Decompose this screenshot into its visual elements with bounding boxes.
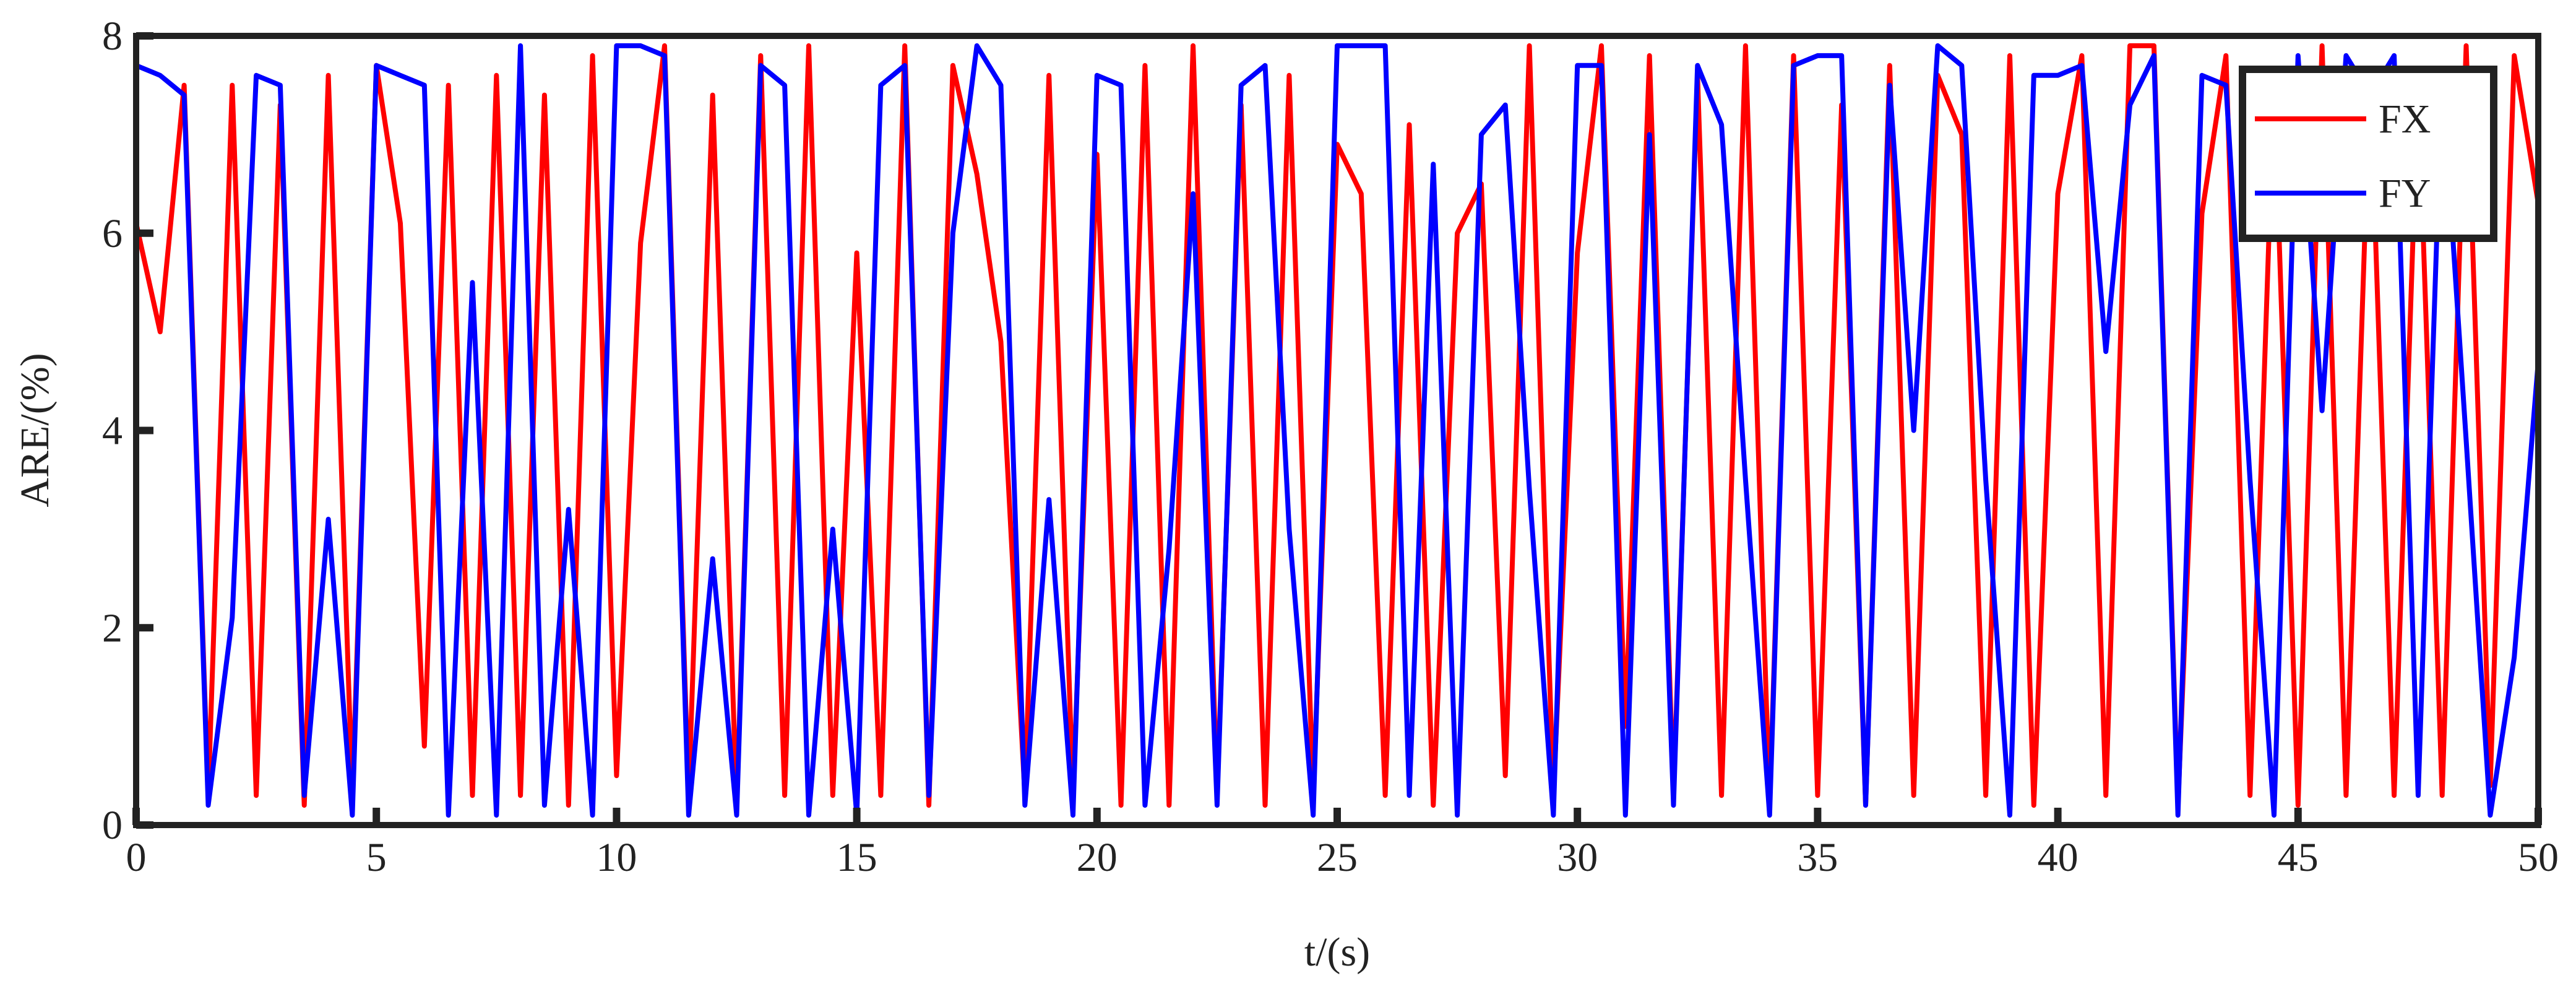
x-tick-label: 30: [1557, 835, 1598, 880]
x-tick-label: 20: [1077, 835, 1118, 880]
data-line: [135, 43, 2541, 818]
y-tick-label: 0: [102, 803, 123, 848]
y-tick-label: 4: [102, 408, 123, 454]
x-tick-label: 5: [366, 835, 387, 880]
legend-label: FY: [2379, 171, 2431, 216]
legend-label: FX: [2379, 97, 2431, 142]
x-tick-label: 45: [2278, 835, 2319, 880]
y-axis-label: ARE/(%): [12, 353, 58, 507]
x-tick-label: 25: [1317, 835, 1358, 880]
x-tick-label: 0: [126, 835, 147, 880]
x-tick-label: 35: [1797, 835, 1838, 880]
x-tick-label: 10: [596, 835, 637, 880]
x-axis-label: t/(s): [1304, 930, 1370, 975]
y-tick-label: 2: [102, 605, 123, 650]
y-tick-label: 8: [102, 14, 123, 59]
legend-box: [2239, 66, 2497, 242]
x-tick-label: 40: [2038, 835, 2078, 880]
x-tick-label: 15: [837, 835, 877, 880]
data-line: [134, 43, 2541, 808]
y-tick-label: 6: [102, 211, 123, 256]
x-tick-label: 50: [2518, 835, 2559, 880]
